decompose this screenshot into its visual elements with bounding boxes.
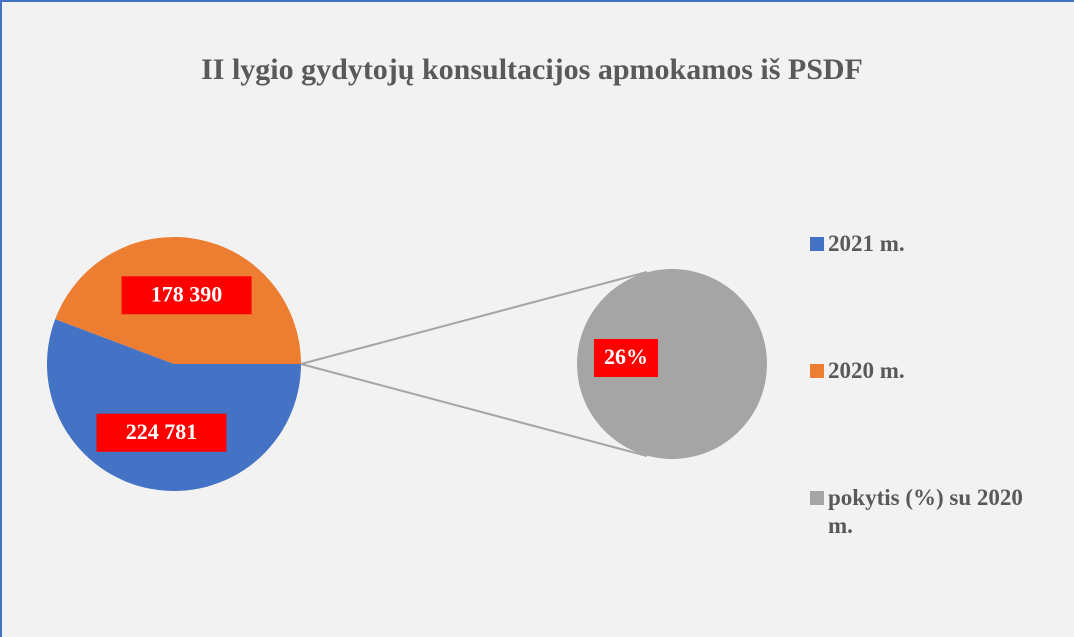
legend-item: pokytis (%) su 2020 m.	[810, 484, 1050, 540]
data-label-box	[594, 339, 658, 377]
secondary-pie	[577, 269, 767, 459]
legend-swatch	[810, 364, 824, 378]
legend-label: 2020 m.	[828, 358, 905, 383]
legend-item: 2020 m.	[810, 357, 1050, 385]
chart-title: II lygio gydytojų konsultacijos apmokamo…	[201, 53, 863, 86]
legend-swatch	[810, 491, 824, 505]
data-label-box	[121, 276, 252, 315]
legend-swatch	[810, 237, 824, 251]
data-label-box	[96, 413, 227, 452]
connector	[300, 271, 648, 365]
connector	[300, 363, 648, 457]
legend-label: 2021 m.	[828, 231, 905, 256]
data-label: 224 781	[126, 419, 198, 444]
legend-label: pokytis (%) su 2020 m.	[828, 485, 1023, 538]
data-label: 26%	[604, 344, 648, 369]
data-label: 178 390	[151, 281, 223, 306]
legend-item: 2021 m.	[810, 230, 1050, 258]
